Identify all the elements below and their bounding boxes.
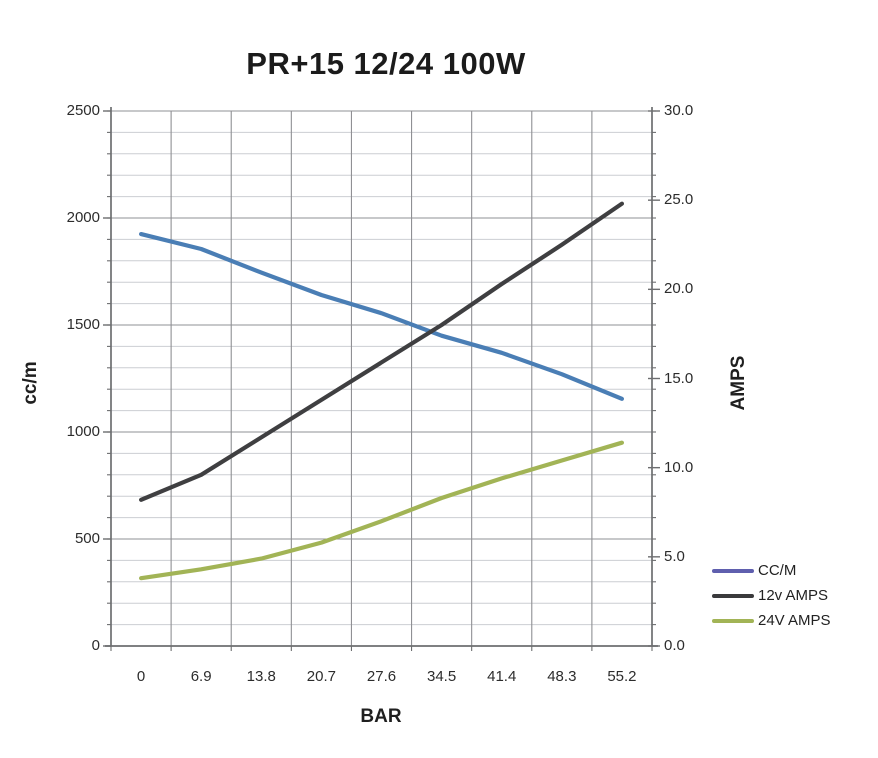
y-left-tick-label: 0 bbox=[91, 637, 100, 654]
x-tick-label: 0 bbox=[136, 668, 146, 685]
x-axis-title: BAR bbox=[360, 706, 402, 727]
y-right-tick-label: 5.0 bbox=[664, 547, 685, 565]
12v-amps-line-swatch bbox=[712, 593, 754, 598]
24v-amps-line-swatch bbox=[712, 618, 754, 623]
y-left-tick-label: 1000 bbox=[66, 423, 100, 440]
x-tick-label: 48.3 bbox=[547, 668, 577, 685]
ccm-line-swatch bbox=[712, 568, 754, 573]
y-right-axis-title: AMPS bbox=[728, 355, 749, 411]
y-right-tick-label: 10.0 bbox=[664, 458, 694, 476]
x-tick-label: 55.2 bbox=[607, 668, 637, 685]
x-tick-label: 13.8 bbox=[246, 668, 276, 685]
y-right-tick-label: 15.0 bbox=[664, 369, 694, 387]
y-left-tick-label: 1500 bbox=[66, 316, 100, 333]
legend-label-24v-amps: 24V AMPS bbox=[758, 612, 831, 629]
x-tick-label: 27.6 bbox=[366, 668, 397, 685]
legend-item-12v-amps: 12v AMPS bbox=[712, 583, 872, 608]
legend: CC/M 12v AMPS 24V AMPS bbox=[712, 558, 872, 633]
x-tick-label: 34.5 bbox=[427, 668, 457, 685]
series-line-24v-amps bbox=[139, 440, 625, 581]
y-left-tick-label: 2500 bbox=[66, 102, 100, 119]
y-left-tick-label: 2000 bbox=[66, 209, 100, 226]
legend-label-ccm: CC/M bbox=[758, 562, 797, 579]
legend-item-ccm: CC/M bbox=[712, 558, 872, 583]
y-right-tick-label: 30.0 bbox=[664, 102, 694, 119]
chart-title: PR+15 12/24 100W bbox=[246, 46, 526, 81]
y-right-tick-label: 0.0 bbox=[664, 637, 685, 654]
y-left-axis-title: cc/m bbox=[20, 361, 41, 405]
y-right-tick-label: 25.0 bbox=[664, 191, 694, 209]
legend-label-12v-amps: 12v AMPS bbox=[758, 587, 829, 604]
x-tick-label: 41.4 bbox=[487, 668, 517, 685]
series-line-cc-m bbox=[139, 232, 625, 401]
y-left-tick-label: 500 bbox=[74, 530, 100, 547]
x-tick-label: 6.9 bbox=[190, 668, 212, 685]
legend-item-24v-amps: 24V AMPS bbox=[712, 608, 872, 633]
series-line-12v-amps bbox=[139, 201, 625, 502]
y-right-tick-label: 20.0 bbox=[664, 280, 694, 298]
x-tick-label: 20.7 bbox=[306, 668, 336, 685]
